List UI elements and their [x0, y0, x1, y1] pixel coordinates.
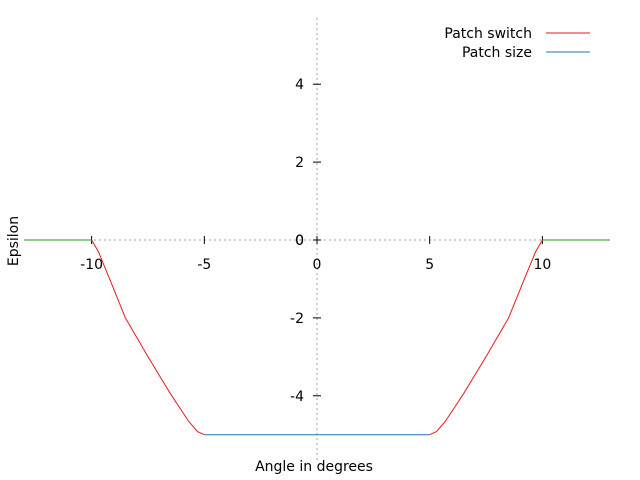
series-line-patch-switch	[91, 239, 543, 436]
y-tick-label: 0	[295, 233, 304, 249]
x-tick-label: 0	[313, 257, 322, 273]
y-tick-label: 2	[295, 155, 304, 171]
y-tick-label: -2	[290, 311, 304, 327]
x-tick-label: 10	[533, 257, 551, 273]
legend: Patch switch Patch size	[444, 26, 590, 61]
y-tick-label: -4	[290, 389, 304, 405]
x-tick-label: 5	[425, 257, 434, 273]
y-axis-label: Epsilon	[6, 216, 22, 266]
x-tick-label: -5	[197, 257, 211, 273]
legend-label: Patch size	[462, 45, 532, 61]
y-tick-label: 4	[295, 77, 304, 93]
series-layer	[24, 239, 610, 436]
x-tick-label: -10	[80, 257, 103, 273]
x-axis-label: Angle in degrees	[255, 459, 373, 475]
y-tick-label: 0	[295, 233, 304, 249]
legend-label: Patch switch	[444, 26, 532, 42]
